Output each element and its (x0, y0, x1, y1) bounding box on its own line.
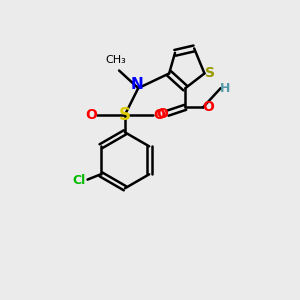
Text: S: S (119, 106, 131, 124)
Text: O: O (202, 100, 214, 114)
Text: H: H (220, 82, 230, 95)
Text: O: O (153, 108, 165, 122)
Text: O: O (156, 107, 168, 121)
Text: CH₃: CH₃ (106, 55, 127, 65)
Text: S: S (205, 66, 215, 80)
Text: Cl: Cl (73, 174, 86, 187)
Text: N: N (130, 77, 143, 92)
Text: O: O (85, 108, 97, 122)
